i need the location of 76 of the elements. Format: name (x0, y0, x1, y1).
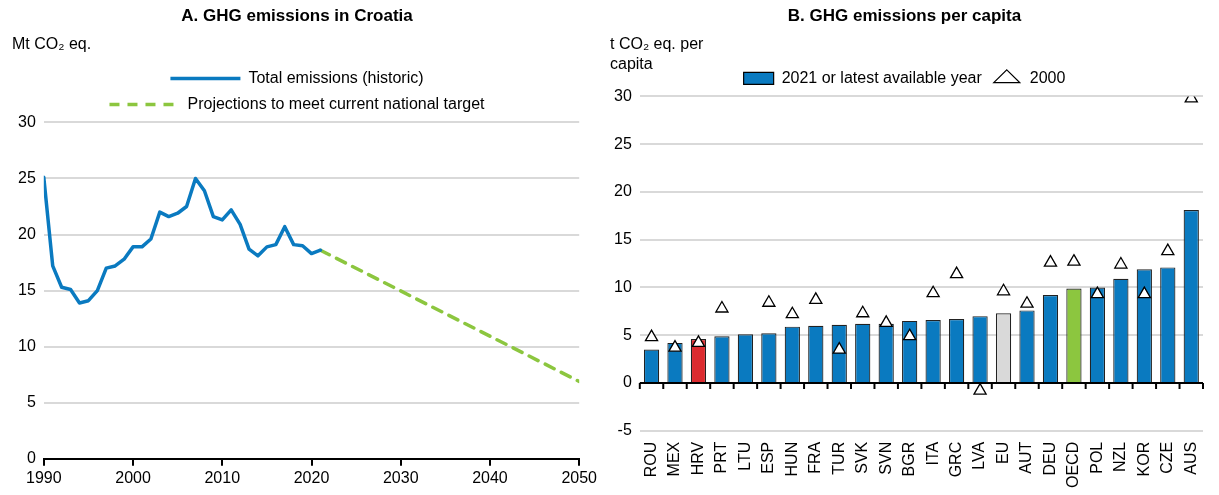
point (809, 292, 823, 305)
chart-title: B. GHG emissions per capita (787, 5, 1022, 25)
y-tick-label: 30 (614, 86, 632, 104)
x-tick-label: 2000 (115, 468, 151, 486)
x-tick-label: EU (993, 441, 1011, 465)
point (1114, 256, 1128, 269)
legend-label: Projections to meet current national target (187, 94, 486, 112)
point (1137, 286, 1152, 299)
point (644, 329, 659, 342)
x-tick-label: FRA (806, 441, 824, 474)
x-tick-label: BGR (900, 441, 918, 477)
point (1043, 254, 1058, 267)
y-tick-label: 5 (622, 325, 632, 343)
point (902, 328, 917, 341)
y-tick-label: 10 (18, 337, 36, 355)
point (715, 300, 729, 313)
y-axis-title: t CO₂ eq. per capita (610, 34, 705, 74)
point (1067, 254, 1081, 266)
x-tick-label: 2040 (472, 468, 508, 486)
x-tick-label: SVK (853, 441, 871, 474)
y-tick-label: 5 (26, 393, 36, 411)
point (973, 383, 987, 395)
y-tick-label: 0 (622, 373, 632, 391)
x-tick-label: 2030 (382, 468, 419, 486)
x-tick-label: LTU (735, 441, 753, 471)
x-tick-label: PRT (712, 441, 730, 474)
point (785, 306, 800, 319)
x-tick-label: ESP (759, 441, 777, 474)
y-axis-title: Mt CO₂ eq. (12, 34, 92, 54)
x-tick-label: NZL (1111, 441, 1129, 473)
point (832, 341, 846, 354)
point (1020, 296, 1034, 308)
point (996, 283, 1011, 296)
y-tick-label: 15 (614, 230, 632, 248)
point (1161, 243, 1175, 256)
x-tick-label: 2010 (204, 468, 241, 486)
legend-label: Total emissions (historic) (248, 68, 424, 86)
point (856, 305, 870, 318)
x-tick-label: POL (1087, 441, 1105, 474)
x-tick-label: ITA (923, 441, 941, 466)
x-tick-label: HUN (782, 441, 800, 477)
x-tick-label: GRC (947, 441, 964, 478)
y-tick-label: 25 (614, 134, 632, 152)
y-tick-label: 20 (18, 224, 36, 242)
x-tick-label: MEX (665, 441, 683, 477)
x-tick-label: TUR (829, 441, 847, 475)
x-tick-label: ROU (641, 441, 659, 478)
point (762, 295, 776, 307)
x-tick-label: 1990 (26, 468, 62, 486)
point (949, 266, 964, 279)
y-tick-label: 25 (18, 168, 36, 186)
y-tick-label: 0 (26, 449, 36, 467)
point (1090, 286, 1105, 299)
x-tick-label: OECD (1064, 441, 1082, 489)
y-tick-label: 20 (614, 182, 632, 200)
y-tick-label: 10 (614, 277, 632, 295)
y-tick-label: -5 (617, 421, 632, 439)
x-tick-label: DEU (1040, 441, 1058, 476)
x-tick-label: KOR (1134, 441, 1152, 477)
x-tick-label: AUT (1017, 441, 1035, 474)
legend-label: 2021 or latest available year (781, 68, 983, 86)
x-tick-label: 2050 (561, 468, 598, 486)
x-tick-label: AUS (1181, 441, 1199, 475)
y-tick-label: 15 (18, 281, 36, 299)
point (691, 335, 706, 348)
chart-title: A. GHG emissions in Croatia (181, 5, 414, 25)
x-tick-label: SVN (876, 441, 894, 475)
point (926, 285, 940, 298)
point (668, 340, 682, 352)
point (879, 315, 893, 327)
x-tick-label: CZE (1158, 441, 1176, 474)
x-tick-label: 2020 (293, 468, 330, 486)
x-tick-label: LVA (970, 441, 988, 470)
y-tick-label: 30 (18, 112, 36, 130)
x-tick-label: HRV (688, 441, 706, 476)
legend-label: 2000 (1029, 68, 1066, 86)
